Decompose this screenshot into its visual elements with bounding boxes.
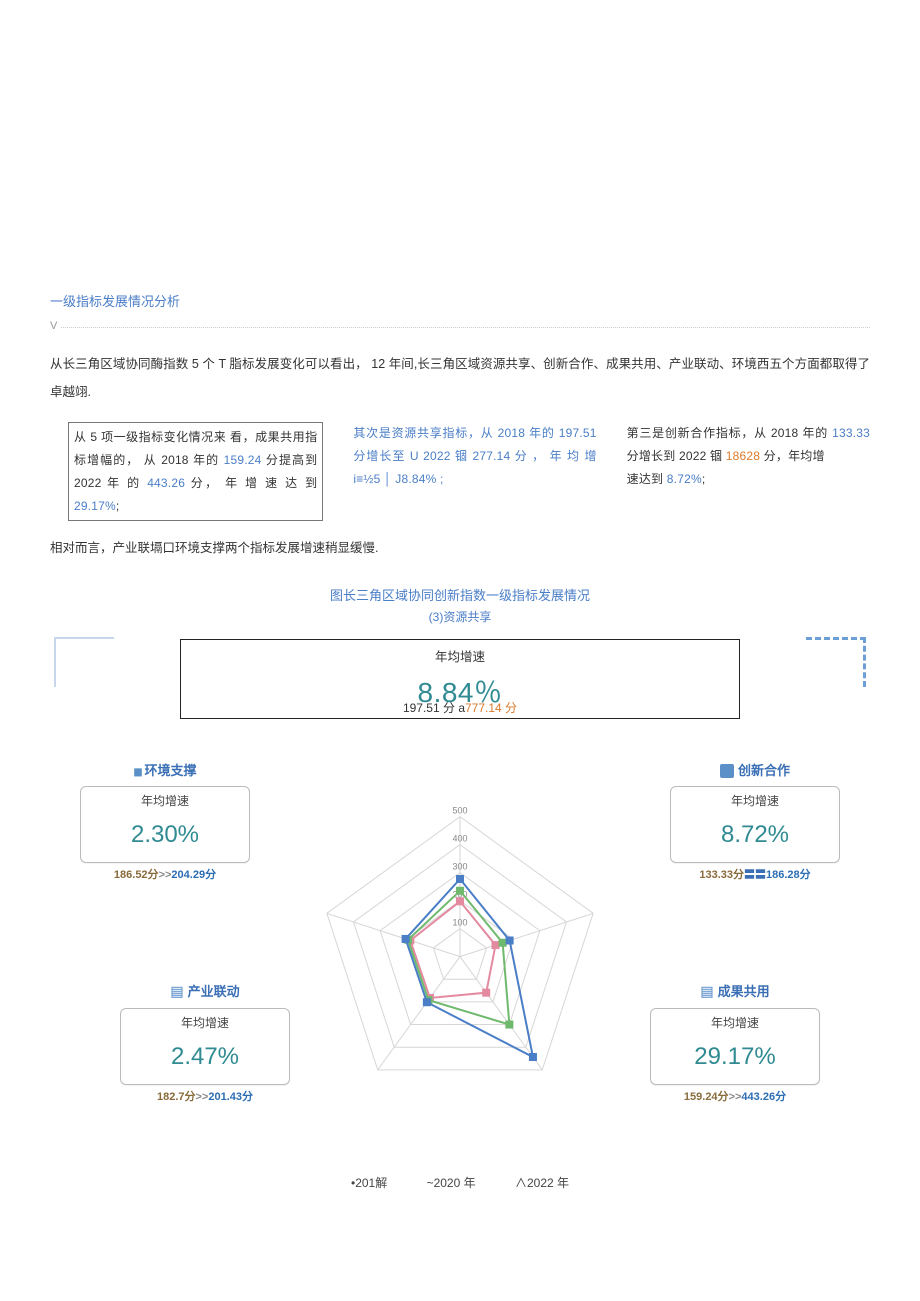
card-res-to: 443.26分 [741,1091,786,1103]
summary-col-2: 其次是资源共享指标，从 2018 年的 197.51 分增长至 U 2022 锢… [353,422,596,521]
col3-mid: 分增长到 2022 锢 [627,449,726,463]
after-columns-note: 相对而言，产业联塥口环境支撑两个指标发展增速稍显缓慢. [50,537,870,560]
intro-paragraph: 从长三角区域协同酶指数 5 个 T 脂标发展变化可以看出， 12 年间,长三角区… [50,351,870,406]
card-env-arrow: >> [159,869,172,881]
card-innov-title: 创新合作 [738,759,790,782]
section-divider: V [50,317,870,337]
svg-text:500: 500 [452,805,467,815]
col1-rate: 29.17% [74,499,116,513]
card-ind-pct: 2.47% [121,1035,289,1078]
col3-line2a: 速达到 [627,472,667,486]
card-innov-pct: 8.72% [671,813,839,856]
card-res-pct: 29.17% [651,1035,819,1078]
svg-text:400: 400 [452,833,467,843]
col3-tail: ; [702,472,706,486]
section-title: 一级指标发展情况分析 [50,290,870,313]
corner-decoration-left [54,637,114,687]
card-ind-title: 产业联动 [188,980,240,1003]
col1-mid2: 分， 年 增 速 达 到 [185,476,317,490]
col3-v2: 18628 [726,449,760,463]
card-res-arrow: >> [729,1091,742,1103]
card-res: 成果共用 年均增速 29.17% 159.24分>>443.26分 [650,979,820,1108]
col1-tail: ; [116,499,120,513]
headline-range-to: 777.14 分 [465,701,517,715]
col3-v1: 133.33 [832,426,870,440]
radar-chart: 100200300400500 [270,761,650,1141]
card-innov-label: 年均增速 [671,791,839,813]
headline-label: 年均增速 [181,646,739,669]
svg-text:300: 300 [452,861,467,871]
card-ind-arrow: >> [196,1091,209,1103]
card-innov-to: 186.28分 [766,869,811,881]
card-innov-arrow: 〓〓 [744,869,766,881]
col3-mid2: 分，年均增 [760,449,825,463]
figure-title: 图长三角区域协同创新指数一级指标发展情况 [50,584,870,607]
svg-text:100: 100 [452,917,467,927]
card-env: 环境支撑 年均增速 2.30% 186.52分>>204.29分 [80,759,250,886]
col1-v1: 159.24 [224,453,262,467]
card-env-from: 186.52分 [114,869,159,881]
card-env-to: 204.29分 [171,869,216,881]
headline-range-from: 197.51 分 a [403,701,465,715]
divider-line [61,327,870,328]
card-ind-from: 182.7分 [157,1091,196,1103]
headline-range: 197.51 分 a777.14 分 [181,698,739,720]
card-res-from: 159.24分 [684,1091,729,1103]
card-ind-label: 年均增速 [121,1013,289,1035]
legend-2022: ∧2022 年 [515,1173,569,1195]
figure-subtitle: (3)资源共享 [50,607,870,629]
col3-prefix: 第三是创新合作指标，从 2018 年的 [627,426,832,440]
square-icon [720,764,734,778]
figure: 图长三角区域协同创新指数一级指标发展情况 (3)资源共享 年均增速 8.84％ … [50,584,870,1195]
radar-area: 100200300400500 环境支撑 年均增速 2.30% 186.52分>… [50,729,870,1159]
card-ind: 产业联动 年均增速 2.47% 182.7分>>201.43分 [120,979,290,1108]
grid-icon [170,979,183,1004]
summary-col-1: 从 5 项一级指标变化情况来 看，成果共用指标增幅的， 从 2018 年的 15… [68,422,323,521]
bars-icon [133,759,140,782]
card-env-pct: 2.30% [81,813,249,856]
col2-text: 其次是资源共享指标，从 2018 年的 197.51 分增长至 U 2022 锢… [353,426,596,486]
card-env-title: 环境支撑 [145,759,197,782]
divider-mark: V [50,317,57,337]
doc-icon [700,979,713,1004]
card-env-label: 年均增速 [81,791,249,813]
card-ind-to: 201.43分 [208,1091,253,1103]
col3-rate: 8.72% [667,472,702,486]
headline-card: 年均增速 8.84％ 197.51 分 a777.14 分 [180,639,740,719]
card-res-title: 成果共用 [718,980,770,1003]
three-column-summary: 从 5 项一级指标变化情况来 看，成果共用指标增幅的， 从 2018 年的 15… [68,422,870,521]
legend-2020: ~2020 年 [427,1173,476,1195]
corner-decoration-right [806,637,866,687]
figure-top-row: 年均增速 8.84％ 197.51 分 a777.14 分 [50,633,870,723]
card-innov: 创新合作 年均增速 8.72% 133.33分〓〓186.28分 [670,759,840,886]
card-innov-from: 133.33分 [699,869,744,881]
summary-col-3: 第三是创新合作指标，从 2018 年的 133.33 分增长到 2022 锢 1… [627,422,870,521]
col1-v2: 443.26 [147,476,185,490]
legend-2018: •201解 [351,1173,387,1195]
card-res-label: 年均增速 [651,1013,819,1035]
legend: •201解 ~2020 年 ∧2022 年 [50,1173,870,1195]
